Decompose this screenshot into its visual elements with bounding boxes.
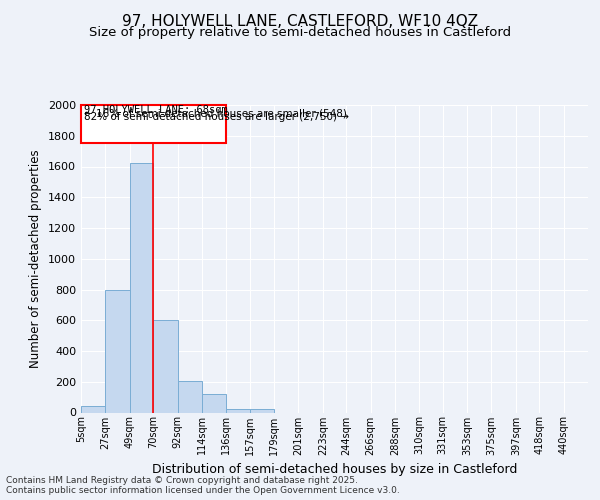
Text: 97 HOLYWELL LANE: 68sqm: 97 HOLYWELL LANE: 68sqm [85,106,228,116]
Bar [130,164,153,412]
Text: 97, HOLYWELL LANE, CASTLEFORD, WF10 4QZ: 97, HOLYWELL LANE, CASTLEFORD, WF10 4QZ [122,14,478,29]
Bar [226,408,250,412]
X-axis label: Distribution of semi-detached houses by size in Castleford: Distribution of semi-detached houses by … [152,463,517,476]
Bar [153,320,178,412]
Bar [81,105,226,144]
Text: 82% of semi-detached houses are larger (2,750) →: 82% of semi-detached houses are larger (… [85,112,349,122]
Y-axis label: Number of semi-detached properties: Number of semi-detached properties [29,150,43,368]
Text: Size of property relative to semi-detached houses in Castleford: Size of property relative to semi-detach… [89,26,511,39]
Bar [178,381,202,412]
Bar [106,290,130,412]
Bar [250,410,274,412]
Bar [81,406,106,412]
Text: Contains HM Land Registry data © Crown copyright and database right 2025.
Contai: Contains HM Land Registry data © Crown c… [6,476,400,495]
Bar [202,394,226,412]
Text: ← 16% of semi-detached houses are smaller (548): ← 16% of semi-detached houses are smalle… [85,109,347,119]
